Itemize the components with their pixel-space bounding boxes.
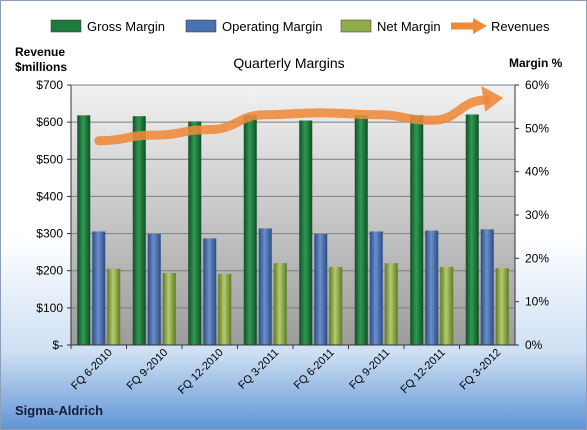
company-name: Sigma-Aldrich <box>15 403 104 418</box>
revenue-point <box>98 140 100 142</box>
gross-margin-bar <box>299 120 313 346</box>
legend-swatch <box>340 19 372 33</box>
x-tick-label: FQ 12-2011 <box>398 347 447 396</box>
operating-margin-bar <box>203 238 217 345</box>
gross-margin-bar <box>465 114 479 345</box>
left-tick-label: $400 <box>36 189 63 203</box>
left-tick-label: $600 <box>36 115 63 129</box>
right-tick-label: 20% <box>525 251 549 265</box>
revenue-point <box>431 119 433 121</box>
right-tick-label: 10% <box>525 295 549 309</box>
revenue-point <box>486 99 488 101</box>
operating-margin-bar <box>480 229 494 345</box>
gross-margin-bar <box>132 116 146 345</box>
legend-swatch <box>185 19 217 33</box>
operating-margin-bar <box>369 231 383 345</box>
revenue-point <box>375 114 377 116</box>
x-tick-label: FQ 6-2011 <box>292 347 337 392</box>
revenue-point <box>264 114 266 116</box>
gross-margin-bar <box>354 115 368 345</box>
right-tick-label: 50% <box>525 121 549 135</box>
right-axis-title: Margin % <box>509 56 563 70</box>
legend-label: Operating Margin <box>222 19 322 34</box>
x-tick-label: FQ 3-2012 <box>458 347 504 393</box>
gross-margin-bar <box>188 121 202 346</box>
legend: Gross Margin Operating Margin Net Margin Re… <box>50 18 550 34</box>
legend-swatch <box>50 19 82 33</box>
revenue-series-line <box>94 95 492 146</box>
operating-margin-bar <box>258 228 272 345</box>
left-tick-label: $300 <box>36 227 63 241</box>
operating-margin-bar <box>425 230 439 345</box>
left-axis-title-line2: $millions <box>15 60 67 74</box>
x-tick-label: FQ 3-2011 <box>236 347 281 392</box>
chart-title: Quarterly Margins <box>233 55 344 71</box>
bars <box>77 114 509 346</box>
x-tick-label: FQ 6-2010 <box>69 347 115 393</box>
revenue-point <box>153 134 155 136</box>
left-axis-title: Revenue $millions <box>15 45 68 74</box>
x-tick-label: FQ 9-2011 <box>347 347 392 392</box>
right-tick-label: 0% <box>525 338 543 352</box>
net-margin-bar <box>384 263 398 345</box>
legend-label: Net Margin <box>377 19 441 34</box>
operating-margin-bar <box>92 231 106 345</box>
net-margin-bar <box>273 263 287 345</box>
operating-margin-bar <box>147 234 161 345</box>
net-margin-bar <box>107 268 121 345</box>
x-axis: FQ 6-2010 FQ 9-2010 FQ 12-2010 FQ 3-2011 FQ … <box>69 344 515 397</box>
legend-revenue-label: Revenues <box>491 19 550 34</box>
net-margin-bar <box>440 267 454 345</box>
revenue-line <box>94 85 504 146</box>
gross-margin-bar <box>243 115 257 345</box>
net-margin-bar <box>162 273 176 345</box>
left-axis: $- $100 $200 $300 $400 $500 $600 $700 <box>36 78 72 352</box>
gross-margin-bar <box>410 115 424 345</box>
revenue-point <box>209 129 211 131</box>
legend-revenue-arrow <box>473 18 487 34</box>
right-tick-label: 40% <box>525 165 549 179</box>
right-tick-label: 60% <box>525 78 549 92</box>
revenue-point <box>320 112 322 114</box>
net-margin-bar <box>495 268 509 345</box>
legend-label: Gross Margin <box>87 19 165 34</box>
x-tick-label: FQ 9-2010 <box>125 347 171 393</box>
left-axis-title-line1: Revenue <box>15 45 65 59</box>
net-margin-bar <box>329 267 343 345</box>
right-axis: 0% 10% 20% 30% 40% 50% 60% <box>514 78 549 352</box>
left-tick-label: $200 <box>36 264 63 278</box>
left-tick-label: $- <box>52 338 63 352</box>
revenue-arrowhead <box>481 85 504 112</box>
left-tick-label: $100 <box>36 301 63 315</box>
right-tick-label: 30% <box>525 208 549 222</box>
gross-margin-bar <box>77 115 91 345</box>
left-tick-label: $700 <box>36 78 63 92</box>
x-tick-label: FQ 12-2010 <box>176 347 226 397</box>
left-tick-label: $500 <box>36 152 63 166</box>
operating-margin-bar <box>314 234 328 345</box>
net-margin-bar <box>218 273 232 345</box>
